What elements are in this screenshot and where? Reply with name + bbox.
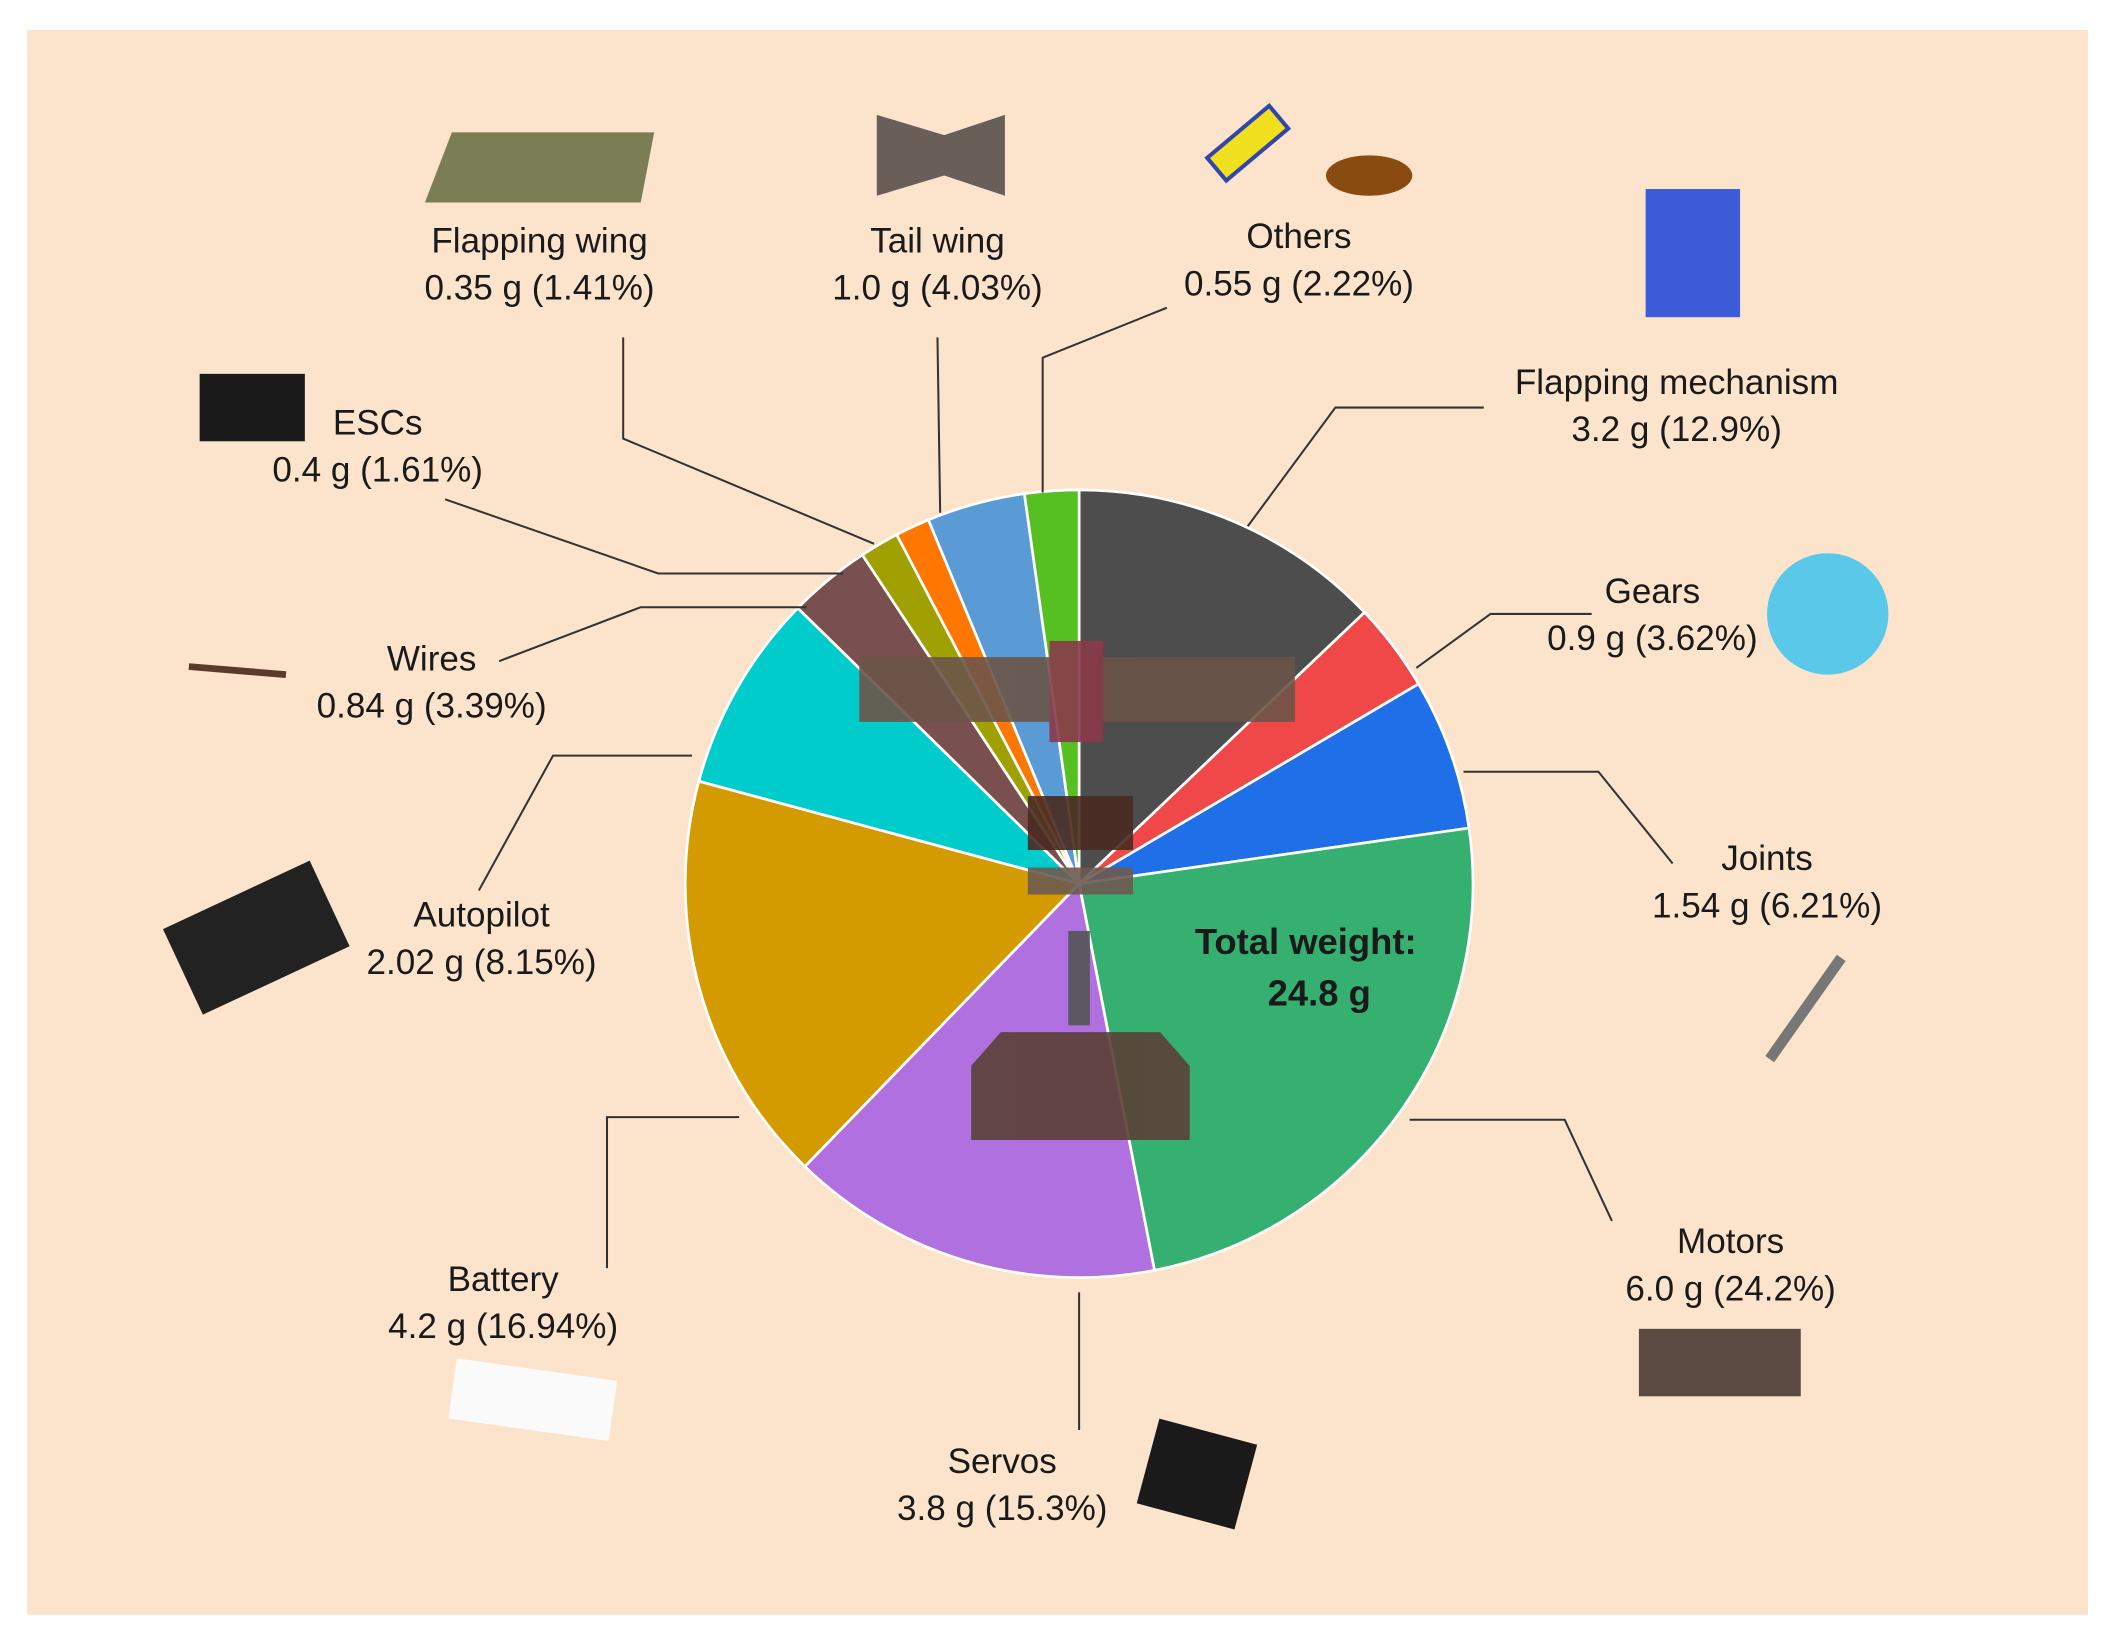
leader-line <box>1246 406 1484 527</box>
servo-icon <box>1136 1418 1258 1530</box>
esc-icon <box>199 373 305 442</box>
part-icons <box>162 102 1889 1530</box>
leader-line <box>1415 612 1592 669</box>
servo-shape <box>1068 930 1090 1026</box>
value-label: 3.2 g (12.9%) <box>1571 410 1782 449</box>
autopilot-icon <box>162 860 350 1015</box>
value-label: 0.35 g (1.41%) <box>425 268 655 307</box>
body-shape <box>1027 796 1134 851</box>
wire-icon <box>188 663 287 679</box>
annotation: 24.8 g <box>1268 972 1371 1013</box>
leader-line <box>1463 770 1674 865</box>
body-shape <box>1027 867 1134 895</box>
value-label: 0.9 g (3.62%) <box>1547 619 1757 658</box>
tail-icon <box>876 114 1005 196</box>
joint-icon <box>1765 954 1846 1063</box>
slice-label: Motors <box>1677 1222 1784 1261</box>
leader-line <box>477 754 692 891</box>
tape-icon <box>1325 155 1413 196</box>
value-label: 6.0 g (24.2%) <box>1625 1269 1835 1308</box>
slice-label: Battery <box>448 1260 560 1299</box>
slice-label: Joints <box>1721 839 1813 878</box>
mechanism-shape <box>1049 640 1104 743</box>
value-label: 0.55 g (2.22%) <box>1184 264 1414 303</box>
leader-line <box>444 498 844 575</box>
aircraft-illustration <box>859 640 1295 1141</box>
pie-slice <box>683 779 1082 1169</box>
slice-label: Gears <box>1605 572 1700 611</box>
value-label: 3.8 g (15.3%) <box>897 1489 1108 1528</box>
leader-line <box>498 606 807 663</box>
leader-line <box>1409 1118 1613 1222</box>
slice-label: Flapping mechanism <box>1515 363 1839 402</box>
battery-icon <box>448 1358 618 1441</box>
leader-line <box>622 337 875 545</box>
value-label: 0.4 g (1.61%) <box>272 451 482 490</box>
leader-line <box>605 1116 740 1269</box>
slice-label: Autopilot <box>413 896 550 935</box>
leader-line <box>1041 306 1168 493</box>
pie-slice <box>1078 682 1471 886</box>
slice-label: Wires <box>387 639 477 678</box>
wing-icon <box>424 132 655 203</box>
pie-slice <box>1077 826 1475 1272</box>
value-label: 4.2 g (16.94%) <box>388 1307 618 1346</box>
glue-icon <box>1204 102 1292 184</box>
value-label: 2.02 g (8.15%) <box>367 943 597 982</box>
tail-shape <box>971 1032 1190 1141</box>
slice-label: Flapping wing <box>431 221 647 260</box>
value-label: 1.54 g (6.21%) <box>1652 886 1882 925</box>
slice-label: Servos <box>948 1442 1057 1481</box>
slice-label: Others <box>1246 217 1351 256</box>
gear-icon <box>1767 553 1889 675</box>
pie-slice <box>697 606 1084 887</box>
value-label: 0.84 g (3.39%) <box>317 687 547 726</box>
value-label: 1.0 g (4.03%) <box>832 268 1042 307</box>
leader-line <box>936 337 942 513</box>
motor-icon <box>1638 1328 1801 1397</box>
slice-label: ESCs <box>333 403 423 442</box>
mechanism-icon <box>1645 189 1741 318</box>
annotation: Total weight: <box>1195 921 1417 962</box>
slice-label: Tail wing <box>870 221 1004 260</box>
